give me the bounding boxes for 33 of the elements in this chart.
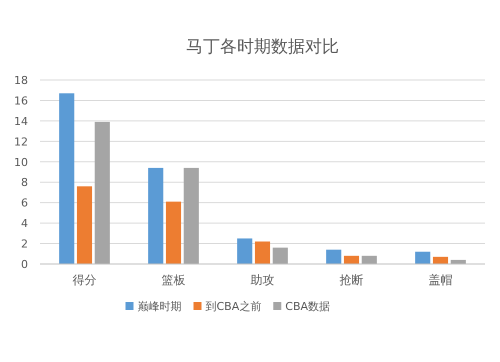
y-tick-label: 14 — [14, 114, 28, 128]
y-tick-label: 10 — [14, 156, 28, 169]
bar — [148, 168, 164, 264]
bar — [432, 256, 448, 264]
chart-title: 马丁各时期数据对比 — [186, 37, 339, 57]
x-tick-label: 得分 — [72, 273, 96, 287]
x-tick-label: 篮板 — [162, 273, 186, 287]
legend-label: 到CBA之前 — [206, 300, 262, 313]
bar — [344, 256, 360, 264]
y-tick-label: 4 — [21, 217, 28, 230]
bar — [326, 250, 342, 264]
bar — [362, 256, 377, 264]
y-tick-label: 0 — [21, 258, 28, 271]
legend-label: CBA数据 — [285, 300, 330, 313]
y-tick-label: 6 — [21, 196, 28, 210]
bar — [272, 248, 288, 264]
bar — [237, 238, 252, 264]
y-tick-label: 16 — [14, 94, 28, 108]
y-tick-label: 18 — [14, 74, 28, 87]
bar — [59, 93, 74, 264]
x-tick-label: 盖帽 — [428, 273, 452, 287]
x-tick-label: 助攻 — [250, 273, 274, 287]
bar — [254, 242, 270, 264]
y-tick-label: 8 — [21, 176, 28, 190]
y-tick-label: 12 — [14, 135, 28, 148]
bar — [94, 122, 110, 264]
bar — [415, 252, 430, 264]
bar — [184, 168, 199, 264]
x-tick-label: 抢断 — [340, 273, 364, 287]
legend-label: 巅峰时期 — [138, 300, 182, 313]
bar — [76, 186, 92, 264]
y-tick-label: 2 — [21, 238, 28, 251]
bar — [166, 202, 182, 264]
